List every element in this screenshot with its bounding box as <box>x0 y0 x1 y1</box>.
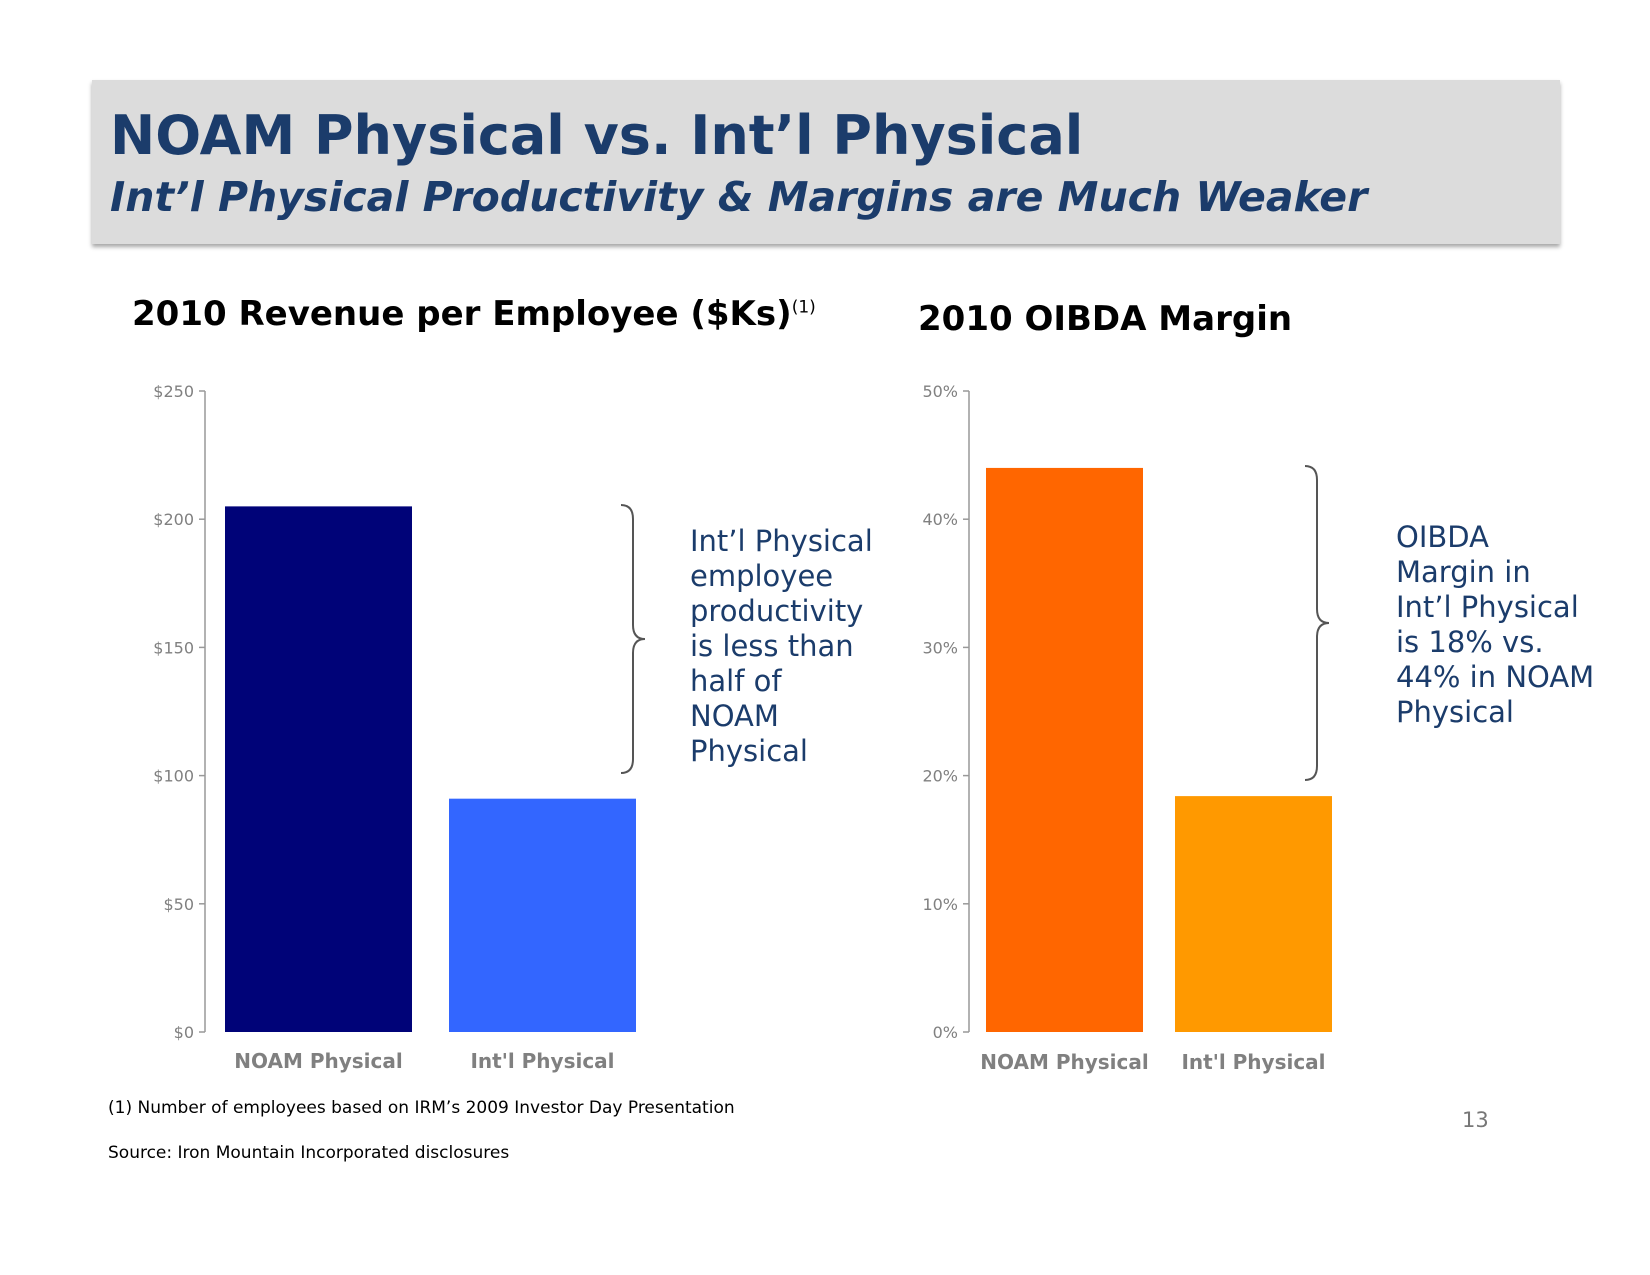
oibda-annotation-line: 44% in NOAM <box>1396 660 1595 694</box>
revenue-y-tick-label: $150 <box>153 638 194 657</box>
oibda-annotation-line: Int’l Physical <box>1396 590 1579 624</box>
revenue-annotation: Int’l Physical employee productivity is les… <box>690 524 873 769</box>
revenue-annotation-line: half of <box>690 664 782 698</box>
revenue-y-tick-label: $250 <box>153 382 194 401</box>
revenue-y-tick-label: $200 <box>153 510 194 529</box>
revenue-bar <box>449 798 636 1032</box>
revenue-y-tick-label: $100 <box>153 767 194 786</box>
revenue-brace <box>620 504 646 774</box>
slide-subtitle: Int’l Physical Productivity & Margins ar… <box>110 173 1368 221</box>
oibda-annotation-line: is 18% vs. <box>1396 625 1544 659</box>
revenue-chart-title: 2010 Revenue per Employee ($Ks)(1) <box>132 294 816 334</box>
oibda-y-tick-label: 0% <box>933 1023 958 1042</box>
oibda-bar <box>986 467 1143 1032</box>
oibda-y-tick-label: 10% <box>922 895 958 914</box>
oibda-category-label: NOAM Physical <box>980 1050 1148 1074</box>
oibda-annotation: OIBDA Margin in Int’l Physical is 18% vs. 44… <box>1396 520 1594 730</box>
revenue-y-tick-label: $50 <box>163 895 194 914</box>
revenue-category-label: Int'l Physical <box>470 1049 614 1073</box>
revenue-annotation-line: Int’l Physical <box>690 524 873 558</box>
oibda-y-tick-label: 50% <box>922 382 958 401</box>
oibda-category-label: Int'l Physical <box>1181 1050 1325 1074</box>
revenue-annotation-line: employee <box>690 559 834 593</box>
revenue-annotation-line: productivity <box>690 594 864 628</box>
oibda-annotation-line: OIBDA <box>1396 520 1489 554</box>
title-banner <box>92 80 1560 244</box>
oibda-brace <box>1304 465 1330 781</box>
page-number: 13 <box>1462 1108 1489 1132</box>
oibda-y-tick-label: 40% <box>922 510 958 529</box>
revenue-chart-title-text: 2010 Revenue per Employee ($Ks) <box>132 294 792 334</box>
slide-title: NOAM Physical vs. Int’l Physical <box>110 104 1084 167</box>
oibda-bar <box>1175 796 1332 1032</box>
revenue-bar <box>225 506 412 1032</box>
oibda-annotation-line: Margin in <box>1396 555 1531 589</box>
oibda-y-tick-label: 30% <box>922 638 958 657</box>
footnote: (1) Number of employees based on IRM’s 2… <box>108 1098 735 1118</box>
revenue-category-label: NOAM Physical <box>234 1049 402 1073</box>
oibda-chart-title: 2010 OIBDA Margin <box>918 299 1293 339</box>
oibda-annotation-line: Physical <box>1396 695 1514 729</box>
revenue-annotation-line: Physical <box>690 734 808 768</box>
revenue-annotation-line: NOAM <box>690 699 779 733</box>
revenue-y-tick-label: $0 <box>174 1023 194 1042</box>
oibda-y-tick-label: 20% <box>922 767 958 786</box>
revenue-chart-footnote-marker: (1) <box>791 297 816 318</box>
revenue-annotation-line: is less than <box>690 629 854 663</box>
source-note: Source: Iron Mountain Incorporated discl… <box>108 1143 510 1163</box>
